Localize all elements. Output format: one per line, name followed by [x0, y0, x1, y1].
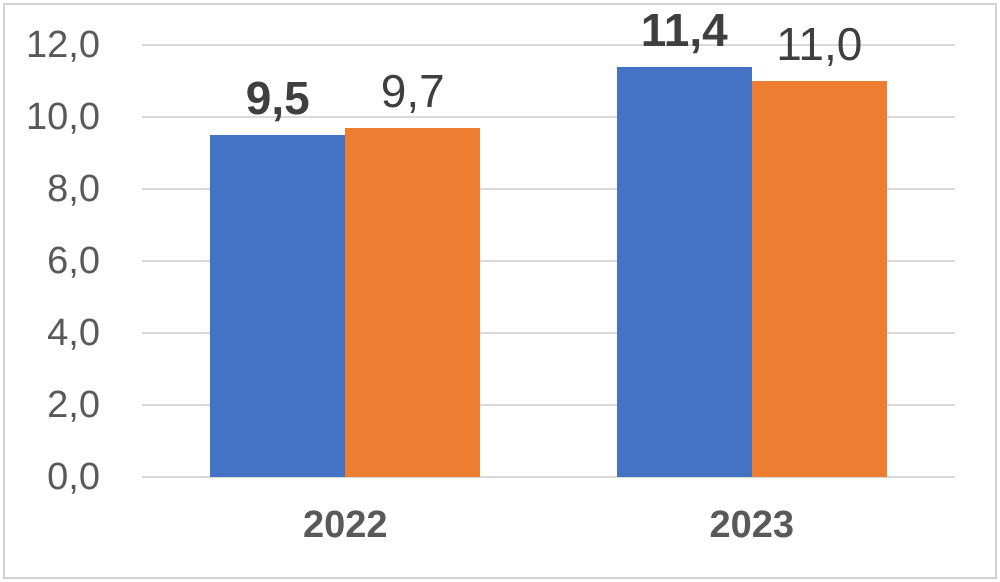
y-axis-tick-label: 8,0: [47, 168, 100, 210]
x-axis-category-label: 2022: [302, 504, 388, 546]
y-axis-tick-label: 2,0: [47, 384, 100, 426]
orange-series-data-label: 9,7: [380, 64, 445, 117]
orange-series-data-label: 11,0: [776, 18, 863, 70]
orange-series-bar: [751, 81, 887, 477]
y-gridline: [142, 44, 955, 46]
y-axis-tick-label: 10,0: [26, 96, 100, 138]
y-axis-tick-label: 4,0: [47, 312, 100, 354]
blue-series-data-label: 9,5: [245, 72, 310, 124]
y-gridline: [142, 260, 955, 262]
blue-series-data-label: 11,4: [640, 3, 728, 56]
y-gridline: [142, 188, 955, 190]
y-axis-tick-label: 0,0: [47, 456, 100, 498]
y-gridline: [142, 116, 955, 118]
y-gridline: [142, 476, 955, 478]
y-gridline: [142, 404, 955, 406]
blue-series-bar: [210, 135, 346, 477]
blue-series-bar: [616, 66, 752, 477]
y-axis-tick-label: 6,0: [47, 240, 100, 282]
y-axis-tick-label: 12,0: [26, 24, 100, 66]
x-axis-category-label: 2023: [709, 504, 795, 546]
y-gridline: [142, 332, 955, 334]
orange-series-bar: [345, 127, 481, 477]
